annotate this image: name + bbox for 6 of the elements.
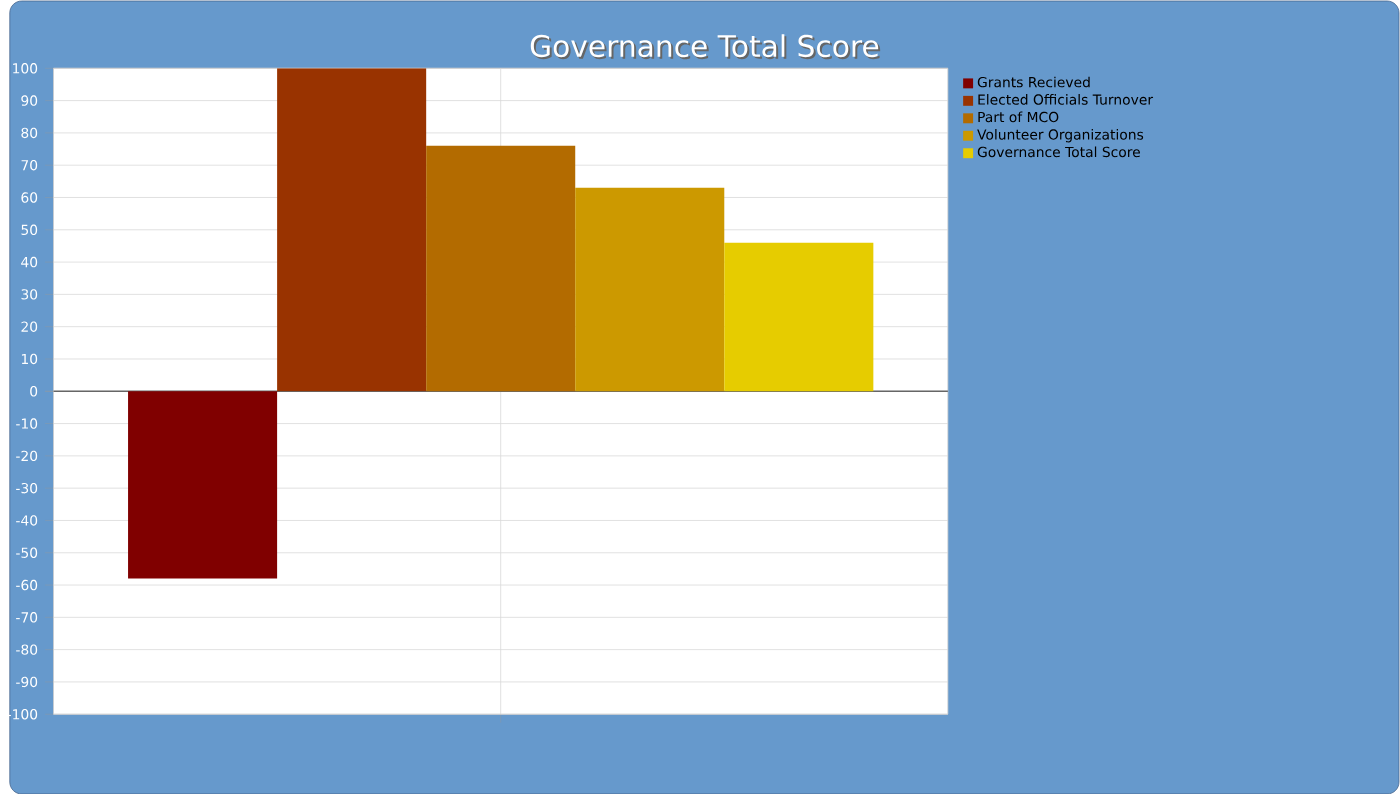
chart-title: Governance Total Score (532, 35, 881, 59)
bar (277, 67, 427, 391)
bar (426, 145, 576, 391)
bar (575, 187, 725, 391)
bar (128, 390, 278, 579)
bar (724, 242, 874, 391)
